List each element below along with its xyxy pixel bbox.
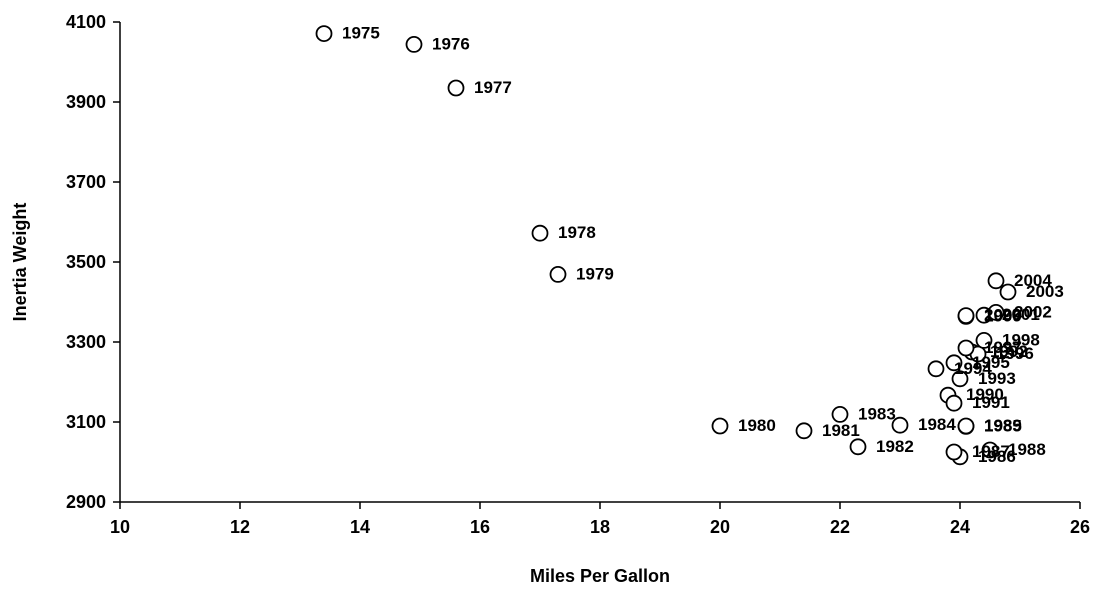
- data-point: [945, 443, 963, 461]
- data-point: [831, 405, 849, 423]
- point-label: 1976: [432, 34, 470, 53]
- data-point: [957, 339, 975, 357]
- point-label: 1984: [918, 415, 956, 434]
- x-tick-label: 10: [110, 517, 130, 537]
- data-point: [405, 36, 423, 53]
- y-tick-label: 3100: [66, 412, 106, 432]
- point-label: 1986: [978, 447, 1016, 466]
- point-label: 1982: [876, 437, 914, 456]
- data-point: [957, 417, 975, 435]
- point-label: 2002: [1014, 302, 1052, 321]
- point-label: 1988: [1008, 440, 1046, 459]
- y-tick-label: 3300: [66, 332, 106, 352]
- point-label: 2004: [1014, 271, 1052, 290]
- point-label: 1979: [576, 264, 614, 283]
- data-point: [711, 417, 729, 435]
- data-point: [945, 394, 963, 412]
- point-label: 2000: [984, 306, 1022, 325]
- point-label: 1998: [1002, 330, 1040, 349]
- y-axis-title: Inertia Weight: [10, 203, 30, 322]
- data-point: [849, 438, 867, 456]
- data-point: [447, 79, 465, 97]
- point-label: 1993: [978, 369, 1016, 388]
- y-tick-label: 3900: [66, 92, 106, 112]
- y-tick-label: 2900: [66, 492, 106, 512]
- data-point: [999, 283, 1017, 301]
- data-point: [927, 360, 945, 378]
- point-labels: 1975 1976 1977 1978 1979 1980 1981 1982 1983 1984…: [342, 24, 1064, 466]
- y-tick-label: 3500: [66, 252, 106, 272]
- data-point: [795, 422, 813, 440]
- point-label: 2001: [1002, 305, 1040, 324]
- point-label: 1996: [996, 344, 1034, 363]
- data-point: [891, 416, 909, 434]
- point-label: 1997: [984, 338, 1022, 357]
- x-tick-label: 24: [950, 517, 970, 537]
- x-tick-label: 16: [470, 517, 490, 537]
- x-tick-label: 22: [830, 517, 850, 537]
- data-points: [315, 25, 1017, 466]
- x-tick-label: 14: [350, 517, 370, 537]
- data-point: [987, 272, 1005, 290]
- data-point: [981, 441, 999, 459]
- x-tick-label: 26: [1070, 517, 1090, 537]
- x-tick-label: 20: [710, 517, 730, 537]
- point-label: 1987: [972, 442, 1010, 461]
- point-label: 1994: [954, 359, 992, 378]
- x-tick-label: 12: [230, 517, 250, 537]
- data-point: [957, 307, 975, 325]
- point-label: 1978: [558, 223, 596, 242]
- data-point: [987, 303, 1005, 321]
- point-label: 1999: [984, 306, 1022, 325]
- data-point: [531, 224, 549, 242]
- point-label: 1991: [972, 393, 1010, 412]
- data-point: [945, 354, 963, 372]
- point-label: 1995: [972, 353, 1010, 372]
- point-label: 1990: [966, 385, 1004, 404]
- x-tick-label: 18: [590, 517, 610, 537]
- y-tick-label: 4100: [66, 12, 106, 32]
- x-axis-title: Miles Per Gallon: [530, 566, 670, 586]
- data-point: [975, 331, 993, 349]
- point-label: 1977: [474, 78, 512, 97]
- point-label: 1980: [738, 416, 776, 435]
- y-tick-label: 3700: [66, 172, 106, 192]
- point-label: 1985: [984, 416, 1022, 435]
- point-label: 1975: [342, 24, 380, 43]
- point-label: 1983: [858, 404, 896, 423]
- point-label: 1989: [984, 416, 1022, 435]
- data-point: [549, 265, 567, 283]
- data-point: [315, 25, 333, 42]
- data-point: [951, 370, 969, 388]
- point-label: 1992: [990, 342, 1028, 361]
- point-label: 2003: [1026, 282, 1064, 301]
- ticks: 10 12 14 16 18 20 22 24 26 2900 3100 3300 3500 3700 39…: [66, 12, 1090, 537]
- point-label: 1981: [822, 421, 860, 440]
